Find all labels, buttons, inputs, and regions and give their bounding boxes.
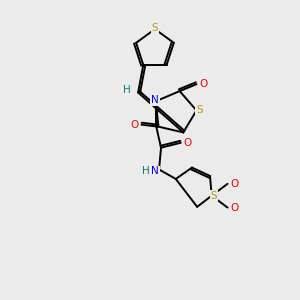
Text: N: N [151, 95, 159, 105]
Text: O: O [199, 79, 208, 89]
Text: S: S [152, 23, 158, 33]
Text: H: H [123, 85, 131, 94]
Text: O: O [184, 138, 192, 148]
Text: N: N [151, 167, 159, 176]
Text: O: O [130, 120, 139, 130]
Text: S: S [196, 106, 203, 116]
Text: O: O [230, 179, 238, 189]
Text: O: O [230, 202, 238, 213]
Text: H: H [142, 167, 150, 176]
Text: S: S [210, 191, 217, 201]
